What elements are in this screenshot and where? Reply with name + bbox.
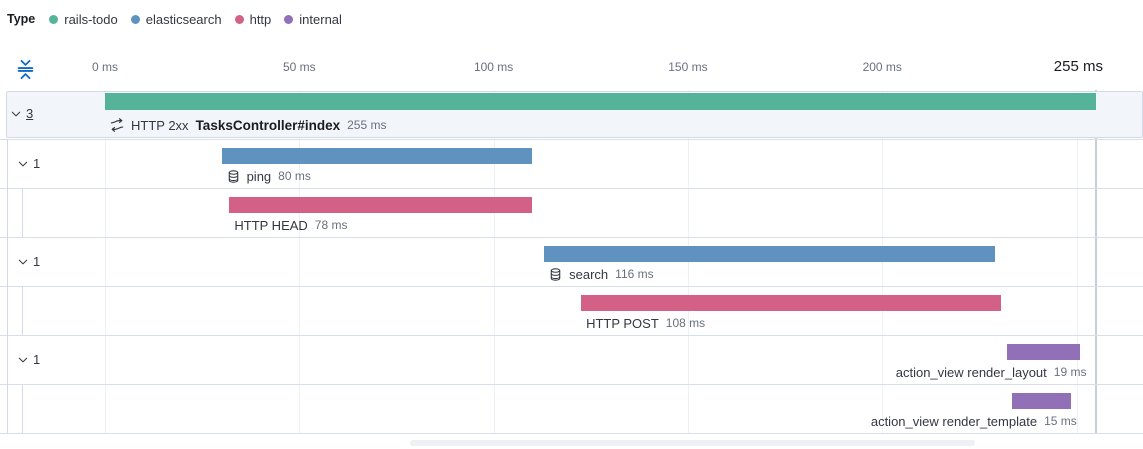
legend-item[interactable]: rails-todo — [49, 11, 118, 27]
legend-item[interactable]: elasticsearch — [130, 11, 222, 27]
span-bar[interactable] — [1012, 393, 1071, 409]
chevron-down-icon — [18, 161, 28, 166]
legend-item-label: http — [249, 11, 272, 27]
span-name: ping — [246, 168, 272, 184]
span-name: search — [569, 266, 609, 282]
span-name: HTTP HEAD — [234, 217, 308, 233]
row-separator — [0, 335, 1143, 336]
transaction-result: HTTP 2xx — [131, 117, 189, 133]
span-bar[interactable] — [221, 148, 533, 164]
chevron-down-icon — [18, 259, 28, 264]
span-bar[interactable] — [105, 93, 1096, 110]
gridline — [105, 90, 106, 433]
tree-guide — [7, 139, 8, 433]
children-count[interactable]: 1 — [33, 254, 41, 269]
chevron-down-icon — [11, 111, 21, 116]
span-label[interactable]: HTTP POST 108 ms — [586, 314, 705, 332]
database-icon — [228, 169, 238, 183]
span-bar[interactable] — [581, 295, 1001, 311]
legend-dot-icon — [234, 14, 244, 24]
row-toggle[interactable]: 1 — [17, 254, 40, 269]
axis-tick: 0 ms — [91, 60, 119, 74]
span-bar[interactable] — [229, 197, 533, 213]
database-icon — [550, 267, 561, 281]
span-duration: 116 ms — [615, 267, 654, 281]
row-separator — [0, 286, 1143, 287]
span-duration: 108 ms — [665, 316, 706, 330]
span-name: action_view render_layout — [895, 364, 1047, 380]
tree-guide — [22, 188, 23, 237]
trace-end-line — [1095, 90, 1097, 433]
span-label[interactable]: ping 80 ms — [227, 167, 311, 185]
row-separator — [0, 188, 1143, 189]
row-toggle[interactable]: 3 — [10, 106, 33, 121]
axis-tick: 200 ms — [862, 60, 902, 74]
row-toggle[interactable]: 1 — [17, 156, 40, 171]
row-separator — [0, 237, 1143, 238]
legend-dot-icon — [130, 14, 140, 24]
span-duration: 255 ms — [347, 118, 387, 132]
tree-guide — [22, 286, 23, 335]
span-duration: 19 ms — [1053, 365, 1087, 379]
legend-dot-icon — [49, 14, 59, 24]
children-count[interactable]: 1 — [33, 352, 41, 367]
axis-tick: 150 ms — [668, 60, 708, 74]
span-duration: 78 ms — [314, 218, 348, 232]
span-label[interactable]: search 116 ms — [549, 265, 654, 283]
span-label[interactable]: HTTP HEAD 78 ms — [234, 216, 347, 234]
legend-item-label: internal — [299, 11, 342, 27]
axis-tick: 255 ms — [1053, 58, 1103, 75]
span-name: TasksController#index — [195, 117, 341, 133]
gridline — [299, 90, 301, 433]
gridline — [1076, 90, 1078, 433]
legend-item-label: elasticsearch — [145, 11, 222, 27]
span-name: HTTP POST — [586, 315, 659, 331]
legend-dot-icon — [284, 14, 294, 24]
fold-icon — [17, 59, 33, 79]
tree-guide — [22, 384, 23, 433]
axis-tick: 50 ms — [282, 60, 316, 74]
legend-item[interactable]: internal — [284, 12, 342, 27]
legend-items: rails-todo elasticsearch http internal — [49, 12, 342, 27]
legend: Type rails-todo elasticsearch http internal — [7, 9, 342, 29]
chevron-down-icon — [18, 357, 28, 362]
merge-icon — [110, 118, 124, 132]
row-toggle[interactable]: 1 — [17, 352, 40, 367]
children-count[interactable]: 3 — [26, 106, 34, 121]
span-label[interactable]: HTTP 2xx TasksController#index 255 ms — [110, 116, 386, 134]
row-separator — [0, 433, 1143, 434]
span-bar[interactable] — [544, 246, 995, 262]
span-duration: 80 ms — [278, 169, 311, 183]
children-count[interactable]: 1 — [33, 156, 41, 171]
horizontal-scrollbar[interactable] — [410, 440, 975, 446]
span-name: action_view render_template — [870, 413, 1038, 429]
span-label[interactable]: action_view render_template 15 ms — [871, 412, 1077, 430]
span-label[interactable]: action_view render_layout 19 ms — [896, 363, 1087, 381]
row-separator — [0, 384, 1143, 385]
span-duration: 15 ms — [1044, 414, 1077, 428]
legend-item[interactable]: http — [234, 11, 272, 27]
gridline — [493, 90, 495, 433]
legend-title: Type — [7, 12, 36, 26]
fold-button[interactable] — [14, 57, 36, 81]
axis-tick: 100 ms — [473, 60, 514, 74]
span-bar[interactable] — [1006, 344, 1081, 360]
row-separator — [0, 139, 1143, 140]
legend-item-label: rails-todo — [64, 11, 118, 27]
